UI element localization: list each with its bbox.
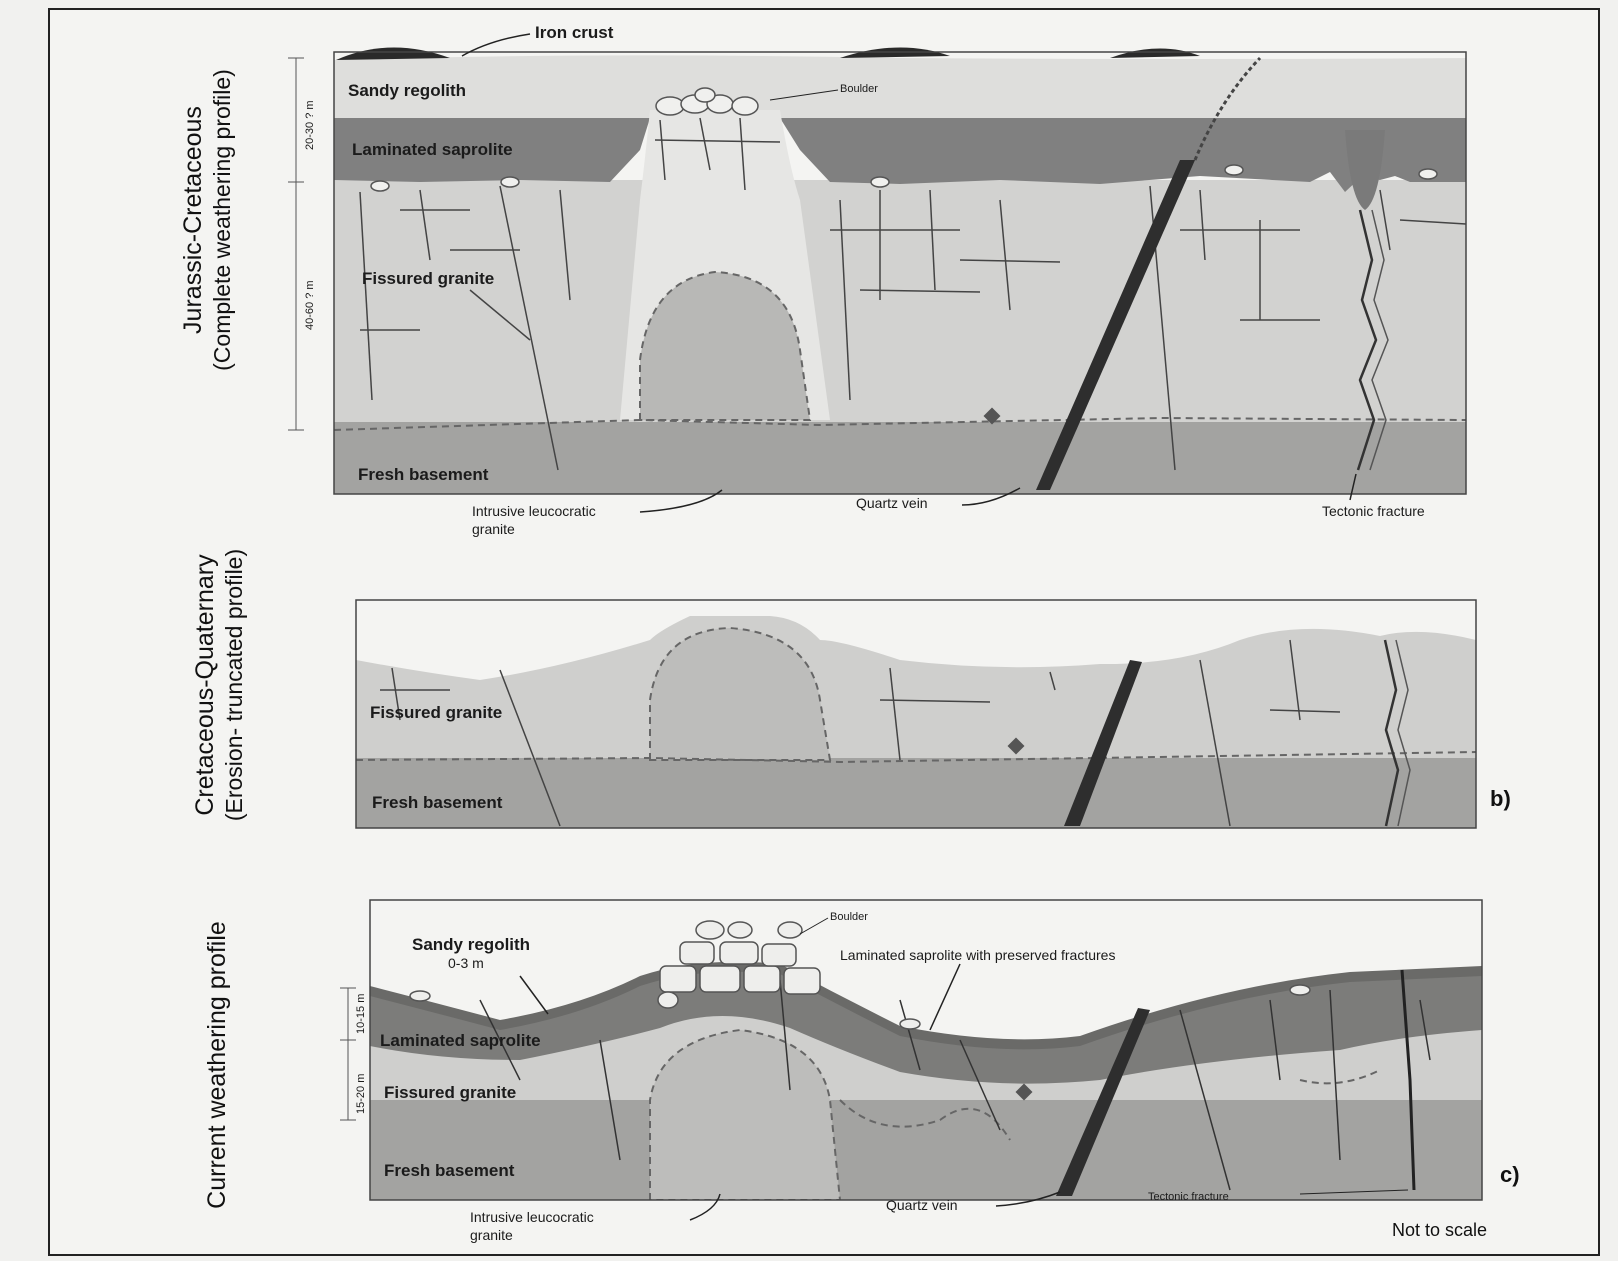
panel-a-label-intrusive-2: granite [472, 521, 515, 537]
panel-b-label-fresh-basement: Fresh basement [372, 793, 503, 812]
panel-a-iron-crust [336, 47, 1200, 60]
panel-c-label-intrusive-2: granite [470, 1227, 513, 1243]
panel-a-fracture-channel [1345, 130, 1385, 210]
panel-c-label-boulder: Boulder [830, 911, 868, 923]
panel-a-label-fresh-basement: Fresh basement [358, 465, 489, 484]
panel-b-label-fissured-granite: Fissured granite [370, 703, 502, 722]
panel-c-label-tectonic-fracture: Tectonic fracture [1148, 1191, 1229, 1203]
panel-a-basement-boundary [334, 416, 1466, 431]
panel-c-sandy-regolith-layer [370, 961, 1482, 1050]
panel-a-label-intrusive-1: Intrusive leucocratic [472, 503, 596, 519]
panel-c-label-laminated-saprolite: Laminated saprolite [380, 1031, 541, 1050]
panel-c-label-sandy-regolith: Sandy regolith [412, 935, 530, 954]
panel-b-border [355, 599, 1477, 829]
panel-a-label-laminated-saprolite: Laminated saprolite [352, 140, 513, 159]
panel-c-laminated-saprolite-layer [370, 965, 1482, 1084]
panel-c-diagram [370, 900, 1482, 1200]
panel-c-scale-lower: 15-20 m [355, 1074, 367, 1114]
panel-a-label-boulder: Boulder [840, 83, 878, 95]
panel-a-quartz-vein [1036, 160, 1195, 490]
panel-a-fissured-granite-layer [334, 180, 1466, 422]
panel-c-boulders [409, 920, 1311, 1030]
panel-c-label-fresh-basement: Fresh basement [384, 1161, 515, 1180]
panel-a-scale-lower: 40-60 ? m [304, 280, 316, 330]
not-to-scale-note: Not to scale [1392, 1220, 1488, 1240]
panel-c-border [369, 899, 1483, 1201]
panel-c-tag: c) [1500, 1162, 1520, 1187]
panel-c-label-regolith-depth: 0-3 m [448, 955, 484, 971]
panel-a-label-quartz-vein: Quartz vein [856, 495, 928, 511]
panel-a-label-iron-crust: Iron crust [535, 23, 614, 42]
panel-b-quartz-vein [1064, 660, 1142, 826]
panel-a-boulders [370, 87, 1438, 192]
panel-a-scale-upper: 20-30 ? m [304, 100, 316, 150]
panel-b-surface [356, 600, 1476, 680]
panel-c-label-fissured-granite: Fissured granite [384, 1083, 516, 1102]
panel-a-fractures [359, 117, 1466, 471]
panel-c-scale-bar [340, 987, 356, 1121]
panel-a-diagram [334, 55, 1466, 494]
panel-c-fractures [479, 979, 1431, 1191]
panel-c-scale-upper: 10-15 m [355, 994, 367, 1034]
panel-b-tectonic-fracture [1383, 639, 1400, 827]
panel-c-label-intrusive-1: Intrusive leucocratic [470, 1209, 594, 1225]
panel-a-diamond-marker [983, 407, 1001, 425]
panel-a-vein-trace [1193, 56, 1262, 161]
panel-a-sandy-regolith-layer [334, 55, 1466, 118]
panel-a-label-tectonic-fracture: Tectonic fracture [1322, 503, 1425, 519]
panel-c-tectonic-fracture [1400, 969, 1416, 1191]
panel-b-fresh-basement-layer [356, 758, 1476, 828]
panel-a-label-sandy-regolith: Sandy regolith [348, 81, 466, 100]
panel-a-tectonic-fracture [1356, 209, 1378, 471]
panel-c-diamond-marker [1015, 1083, 1033, 1101]
panel-c-fresh-basement-layer [370, 1100, 1482, 1200]
panel-a-label-fissured-granite: Fissured granite [362, 269, 494, 288]
panel-b-tag: b) [1490, 786, 1511, 811]
panel-a-leader-iron-crust [461, 33, 531, 57]
panel-c-label-saprolite-fractures: Laminated saprolite with preserved fract… [840, 947, 1115, 963]
panel-b-diagram [356, 600, 1476, 828]
panel-a-border [333, 51, 1467, 495]
panel-c-intrusive-dome [649, 1028, 842, 1200]
panel-a-intrusive-dome [639, 270, 812, 421]
panel-c-label-quartz-vein: Quartz vein [886, 1197, 958, 1213]
panel-b-intrusive-dome [649, 626, 832, 761]
panel-b-diamond-marker [1007, 737, 1025, 755]
panel-c-quartz-vein [1056, 1008, 1150, 1196]
panel-a-scale-bar [288, 57, 304, 431]
panel-a-fresh-basement-layer [334, 420, 1466, 494]
panel-b-fractures [380, 639, 1341, 827]
